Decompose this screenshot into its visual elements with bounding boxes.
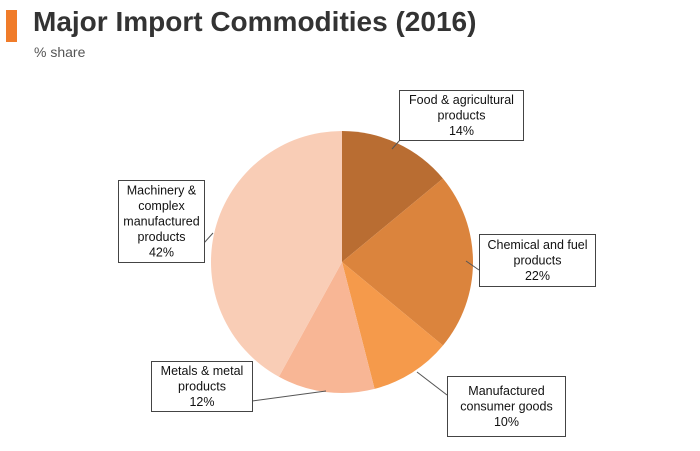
callout-leader-line <box>465 260 480 271</box>
pie-slice <box>278 262 375 393</box>
pie-slice <box>342 178 474 346</box>
slice-category-label: Machinery & <box>127 184 197 198</box>
slice-category-label: Manufactured <box>468 384 544 398</box>
callout-leader-line <box>251 390 327 402</box>
slice-value-label: 12% <box>189 395 214 409</box>
slice-value-label: 14% <box>449 124 474 138</box>
slice-value-label: 22% <box>525 269 550 283</box>
slice-value-label: 10% <box>494 415 519 429</box>
callout-box <box>447 376 566 437</box>
pie-slice <box>342 131 443 262</box>
slice-category-label: products <box>178 380 226 394</box>
slice-category-label: Chemical and fuel <box>487 238 587 252</box>
slice-category-label: products <box>138 230 186 244</box>
slice-value-label: 42% <box>149 246 174 260</box>
callout-leader-line <box>203 232 214 244</box>
title-accent-bar <box>6 10 17 42</box>
callout-box <box>151 361 253 412</box>
callout-leader-line <box>416 371 448 396</box>
callout-box <box>399 90 524 141</box>
callout-box <box>479 234 596 287</box>
pie-slice <box>210 131 342 377</box>
chart-subtitle: % share <box>34 44 86 60</box>
pie-slice <box>342 262 443 389</box>
slice-category-label: manufactured <box>123 215 199 229</box>
callout-leader-line <box>391 139 401 150</box>
slice-category-label: products <box>438 109 486 123</box>
callout-box <box>118 180 205 263</box>
slice-category-label: complex <box>138 199 185 213</box>
slice-category-label: products <box>514 254 562 268</box>
chart-title: Major Import Commodities (2016) <box>33 6 477 37</box>
slice-category-label: Metals & metal <box>161 364 244 378</box>
slice-category-label: Food & agricultural <box>409 93 514 107</box>
slice-category-label: consumer goods <box>460 400 552 414</box>
